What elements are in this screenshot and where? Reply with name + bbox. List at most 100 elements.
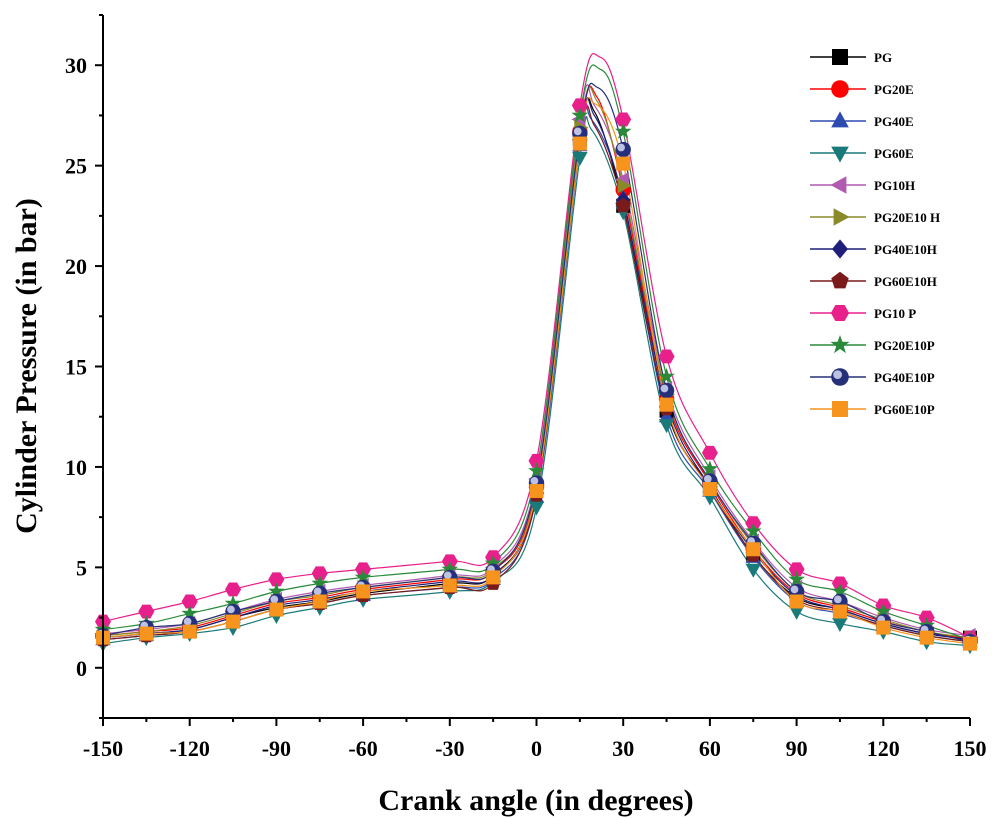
legend-marker [831,368,849,386]
series-line [103,85,970,641]
data-point [745,563,761,578]
legend-label: PG10 P [874,306,916,321]
data-point [311,574,329,591]
data-point [744,522,762,539]
data-point [528,462,545,478]
x-tick-label: -90 [262,736,291,761]
data-point [615,141,631,158]
x-tick-label: 120 [867,736,900,761]
data-point [789,594,804,609]
series-markers [94,98,979,655]
data-point [658,382,675,399]
data-point [311,566,328,581]
data-point [138,604,155,619]
y-tick-label: 20 [65,254,87,279]
legend-label: PG [874,50,892,65]
data-point [617,178,632,194]
legend-marker [830,176,847,194]
data-point [571,106,589,123]
data-point [832,604,847,619]
series-line [103,97,970,639]
x-tick-label: 0 [531,736,542,761]
legend-marker [832,401,848,417]
data-point [919,630,934,645]
x-tick-label: 90 [786,736,808,761]
data-point [876,620,891,635]
y-tick-label: 0 [76,656,87,681]
data-point [529,484,544,499]
y-tick-label: 15 [65,355,87,380]
data-point [442,578,457,593]
data-point [614,122,632,139]
x-tick-label: -60 [348,736,377,761]
data-point [354,568,372,585]
y-axis-ticks: 0 5 10 15 20 25 30 [65,14,103,719]
data-point [832,618,848,632]
legend-item: PG60E10P [810,401,935,417]
data-point [658,419,675,434]
data-point [658,367,675,384]
data-point [701,460,719,476]
y-tick-label: 5 [76,555,87,580]
x-tick-label: -150 [83,736,123,761]
x-tick-label: 150 [954,736,987,761]
data-point [616,156,631,171]
y-tick-label: 10 [65,455,87,480]
data-point [224,594,242,611]
series-lines [103,53,970,647]
legend-label: PG40E [874,114,914,129]
data-point [268,572,285,587]
data-point [615,112,632,127]
legend-marker [832,49,848,65]
data-point [875,602,892,619]
x-tick-label: -120 [170,736,210,761]
legend-item: PG10H [810,176,915,194]
y-tick-label: 25 [65,154,87,179]
legend-item: PG20E10P [810,335,935,354]
data-point [312,594,327,609]
x-tick-label: 30 [612,736,634,761]
legend-item: PG40E10P [810,368,935,386]
data-point [486,570,501,585]
legend-item: PG60E [810,146,914,163]
legend-item: PG10 P [810,305,916,321]
x-tick-label: 60 [699,736,721,761]
data-point [225,582,242,597]
legend-marker [832,239,848,259]
data-point [484,554,502,571]
data-point [963,636,977,651]
legend-marker [830,305,850,321]
legend-label: PG60E10P [874,402,935,417]
legend-label: PG10H [874,178,915,193]
data-point [658,349,675,364]
data-point [659,397,674,412]
data-point [139,626,154,641]
data-point [181,594,198,609]
data-point [182,624,197,639]
legend-item: PG60E10H [810,271,937,289]
legend-marker [831,146,849,163]
y-tick-label: 30 [65,53,87,78]
data-point [658,408,675,423]
data-point [571,98,588,113]
data-point [356,584,371,599]
data-point [615,197,631,213]
legend-label: PG40E10H [874,242,937,257]
data-point [788,562,805,577]
legend-item: PG20E10 H [810,208,940,226]
legend: PG PG20E PG40E PG60E PG10H PG20E10 H PG40E10H P… [810,49,940,417]
legend-marker [830,335,850,354]
legend-marker [831,271,849,289]
legend-label: PG20E10P [874,338,935,353]
y-axis-title: Cylinder Pressure (in bar) [10,198,43,534]
data-point [181,604,198,621]
data-point [788,605,805,620]
data-point [268,582,285,599]
legend-label: PG20E [874,82,914,97]
data-point [269,602,284,617]
data-point [746,542,761,557]
data-point [528,501,545,516]
x-axis-title: Crank angle (in degrees) [378,784,693,817]
x-tick-label: -30 [435,736,464,761]
